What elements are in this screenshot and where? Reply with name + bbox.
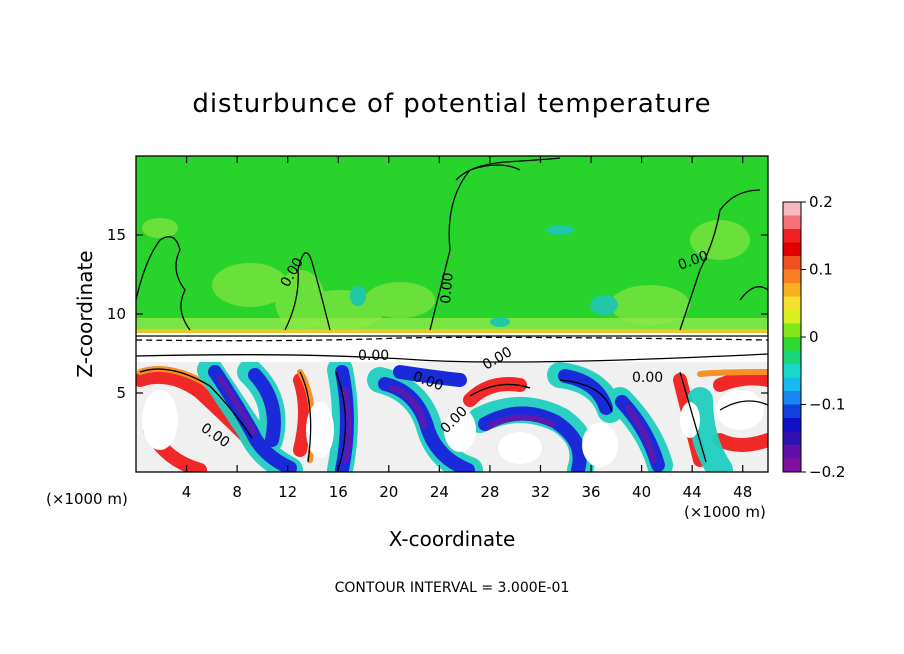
- colorbar-swatch: [783, 391, 801, 405]
- neutral-blobs: [142, 390, 764, 467]
- x-tick-label: 28: [480, 483, 499, 501]
- x-axis-label: X-coordinate: [389, 527, 516, 551]
- colorbar-swatch: [783, 202, 801, 216]
- inversion-band: [136, 329, 768, 333]
- contour-label: 0.00: [358, 348, 389, 364]
- contour-interval-note: CONTOUR INTERVAL = 3.000E-01: [335, 580, 570, 596]
- colorbar-swatch: [783, 283, 801, 297]
- x-tick-label: 32: [531, 483, 550, 501]
- upper-yellowgreen-band: [136, 318, 768, 330]
- colorbar-tick-label: 0: [809, 328, 819, 346]
- y-axis: 5 10 15: [107, 226, 768, 402]
- y-tick-label: 5: [116, 384, 126, 402]
- x-tick-label: 12: [278, 483, 297, 501]
- x-axis: 4 8 12 16 20 24 28 32 36 40 44 48: [182, 156, 752, 501]
- x-tick-label: 36: [581, 483, 600, 501]
- colorbar-swatch: [783, 256, 801, 270]
- coldest-cores: [217, 375, 657, 463]
- x-axis-unit: (×1000 m): [684, 503, 766, 521]
- y-tick-label: 15: [107, 226, 126, 244]
- colorbar-tick-label: −0.1: [809, 396, 845, 414]
- colorbar-swatch: [783, 404, 801, 419]
- x-tick-label: 24: [430, 483, 449, 501]
- colorbar-swatch: [783, 364, 801, 378]
- x-tick-label: 40: [632, 483, 651, 501]
- colorbar-swatch: [783, 377, 801, 392]
- colorbar-swatch: [783, 323, 801, 338]
- colorbar-swatch: [783, 310, 801, 324]
- colorbar-swatch: [783, 445, 801, 459]
- colorbar-swatch: [783, 350, 801, 365]
- y-axis-label: Z-coordinate: [73, 250, 97, 377]
- colorbar-swatch: [783, 296, 801, 311]
- colorbar-swatch: [783, 269, 801, 284]
- contour-label: 0.00: [632, 370, 663, 386]
- colorbar-tick-label: 0.2: [809, 193, 833, 211]
- colorbar-swatch: [783, 431, 801, 446]
- upper-cyan-patches: [350, 225, 618, 327]
- x-tick-label: 4: [182, 483, 192, 501]
- x-tick-label: 44: [683, 483, 702, 501]
- z-axis-unit: (×1000 m): [46, 490, 128, 508]
- chart-title: disturbunce of potential temperature: [192, 89, 711, 119]
- colorbar-swatch: [783, 458, 801, 473]
- colorbar-swatch: [783, 418, 801, 432]
- colorbar-tick-label: 0.1: [809, 261, 833, 279]
- colorbar-swatch: [783, 337, 801, 351]
- colorbar-ticks: 0.2 0.1 0 −0.1 −0.2: [801, 193, 845, 481]
- contour-lines: [136, 157, 768, 471]
- x-tick-label: 20: [379, 483, 398, 501]
- contour-label: 0.00: [438, 272, 457, 304]
- colorbar-swatch: [783, 215, 801, 230]
- colorbar: [782, 201, 802, 473]
- colorbar-tick-label: −0.2: [809, 463, 845, 481]
- upper-light-patches: [142, 218, 750, 330]
- x-tick-label: 16: [329, 483, 348, 501]
- turbulent-eddies: [136, 362, 768, 472]
- x-tick-label: 8: [232, 483, 242, 501]
- colorbar-swatch: [783, 242, 801, 257]
- colorbar-swatch: [783, 229, 801, 243]
- x-tick-label: 48: [733, 483, 752, 501]
- y-tick-label: 10: [107, 305, 126, 323]
